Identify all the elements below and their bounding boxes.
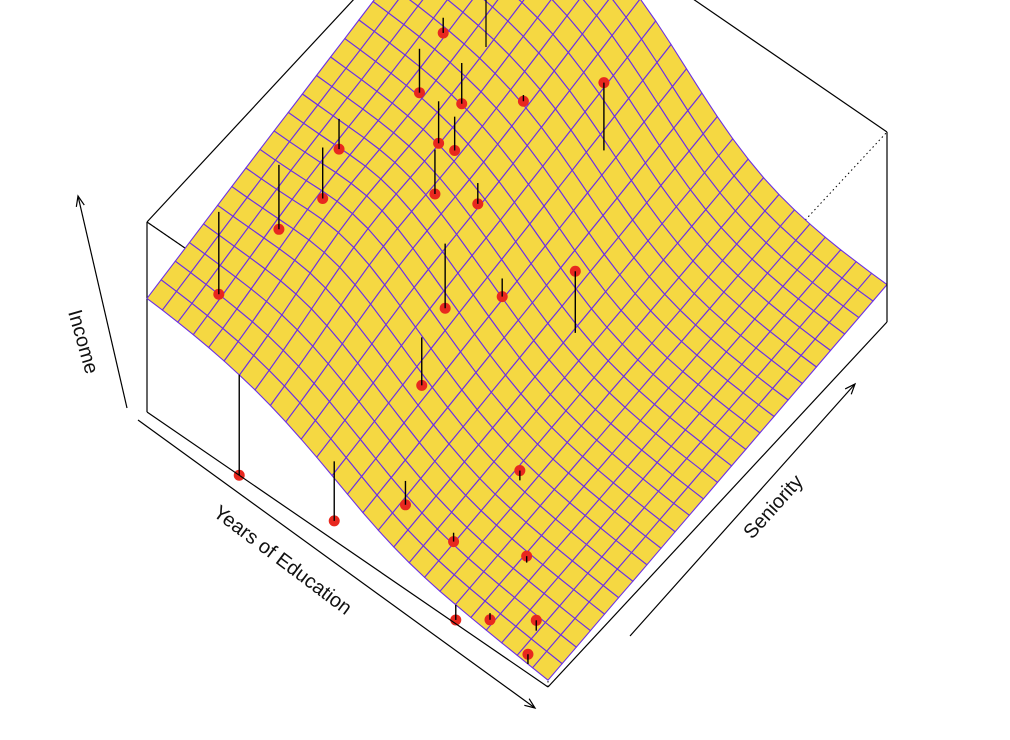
x-axis-arrow — [137, 419, 537, 709]
box-edge — [146, 0, 355, 223]
data-point — [213, 211, 225, 300]
data-point — [517, 95, 529, 107]
data-point — [598, 77, 610, 151]
data-point — [317, 147, 329, 204]
data-point — [484, 613, 496, 626]
z-axis-arrow — [75, 194, 128, 409]
box-edge — [693, 0, 888, 133]
data-point — [522, 648, 534, 665]
data-point — [233, 374, 245, 481]
box-edge-hidden — [547, 131, 888, 498]
z-axis-label: Income — [63, 307, 102, 376]
data-point — [448, 532, 460, 548]
surface-cell — [409, 0, 424, 7]
data-point — [514, 465, 526, 481]
data-point — [449, 116, 461, 156]
data-point — [521, 550, 533, 563]
data-point — [273, 164, 285, 235]
data-point — [496, 278, 508, 303]
box-edge — [547, 321, 888, 688]
data-point — [437, 17, 449, 39]
data-points — [213, 17, 610, 665]
data-point — [433, 101, 445, 149]
data-point — [399, 480, 411, 511]
data-point — [569, 265, 581, 333]
data-point — [416, 337, 428, 391]
data-point — [439, 243, 451, 314]
data-point — [413, 48, 425, 99]
data-point — [456, 63, 468, 110]
surface-cell — [483, 0, 499, 8]
data-point — [429, 149, 441, 200]
data-point — [328, 461, 340, 527]
y-axis-label: Seniority — [739, 471, 807, 544]
data-point — [472, 183, 484, 210]
axis-arrows — [75, 194, 857, 709]
box-edge — [146, 411, 549, 688]
data-point — [450, 604, 462, 626]
data-point — [333, 118, 345, 155]
y-axis-arrow — [629, 382, 857, 637]
bounding-box-front — [146, 0, 888, 688]
surface-cell — [532, 650, 563, 681]
regression-surface — [146, 0, 888, 681]
data-point — [530, 614, 542, 631]
